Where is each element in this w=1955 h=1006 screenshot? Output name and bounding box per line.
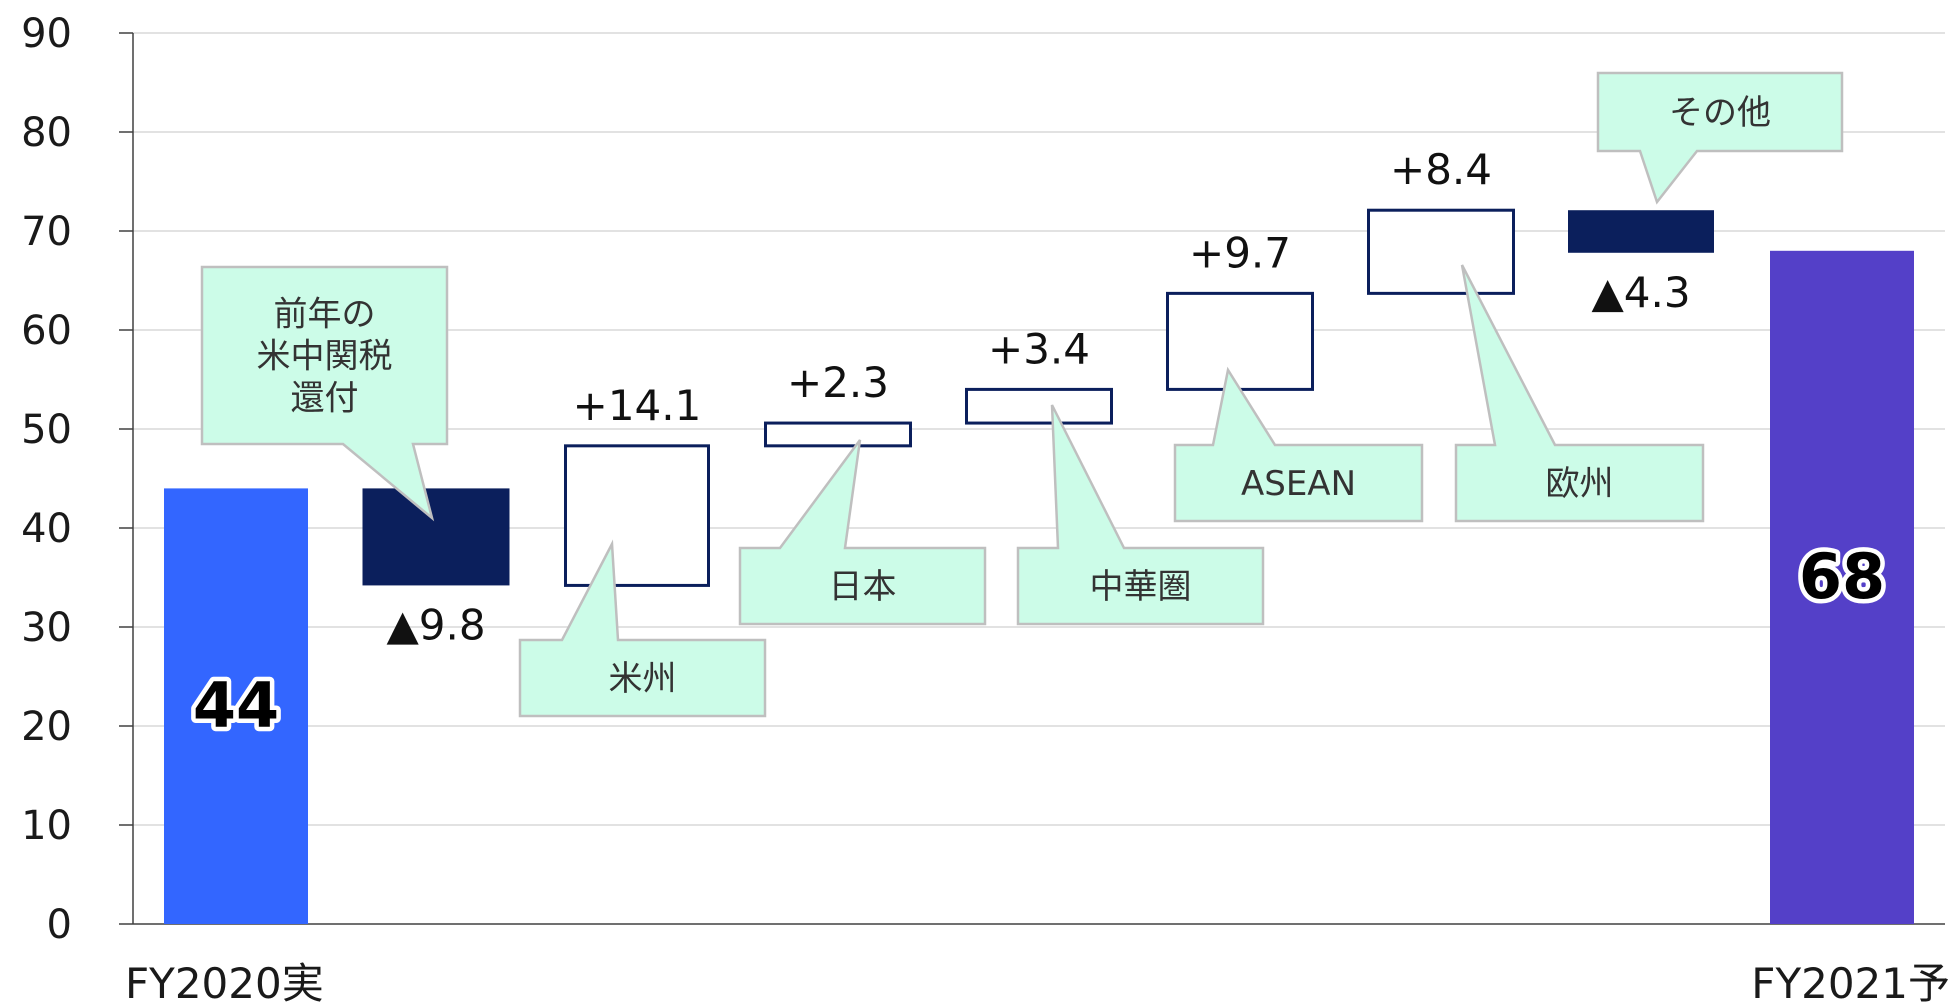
callout-label: 米中関税 [257,337,393,377]
bar-total-start [164,488,308,924]
callout-bubble [1454,264,1705,523]
callout-bubble [1596,71,1844,205]
callout-bubble [518,539,767,718]
y-tick-label: 20 [21,704,72,750]
callout-label: 日本 [829,567,897,607]
decrease-value-label: ▲9.8 [386,600,485,649]
y-tick-label: 0 [47,902,72,948]
callout-label: その他 [1669,93,1771,133]
callout-label: ASEAN [1241,464,1356,504]
x-axis: FY2020実 FY2021予 [125,959,1950,1006]
bar-decrease [1568,210,1714,253]
bar-decrease [362,488,510,586]
y-tick-label: 90 [21,11,72,57]
increase-value-label: +9.7 [1189,228,1291,277]
callout-bubble [1173,366,1424,523]
decrease-value-label: ▲4.3 [1591,268,1690,317]
y-tick-label: 70 [21,209,72,255]
y-axis: 0 10 20 30 40 50 60 70 80 90 [21,11,1945,948]
increase-value-label: +14.1 [573,381,702,430]
bar-increase [965,387,1113,425]
bars [164,208,1914,925]
increase-value-label: +3.4 [988,324,1090,373]
y-tick-label: 30 [21,605,72,651]
bar-increase [764,421,912,448]
bar-increase [564,444,710,587]
callout-label: 前年の [274,295,376,335]
bar-total-end [1770,250,1914,925]
x-axis-label-start: FY2020実 [125,959,324,1006]
callout-bubble [200,265,449,522]
callout-label: 米州 [609,659,677,699]
callout-bubble [1016,404,1265,626]
data-labels: 44 ▲9.8 +14.1 +2.3 +3.4 +9.7 +8.4 ▲4.3 68 [188,145,1889,746]
total-value-label: 44 [193,669,279,742]
x-axis-label-end: FY2021予 [1751,959,1950,1006]
y-tick-label: 50 [21,407,72,453]
increase-value-label: +2.3 [787,358,889,407]
y-tick-label: 60 [21,308,72,354]
bar-increase [1166,291,1314,391]
callout-label: 還付 [291,379,359,419]
y-tick-label: 80 [21,110,72,156]
callout-bubble [738,439,987,626]
callout-label: 欧州 [1546,464,1614,504]
bar-increase [1367,208,1515,295]
increase-value-label: +8.4 [1390,145,1492,194]
y-tick-label: 40 [21,506,72,552]
total-value-label: 68 [1799,540,1885,613]
y-tick-label: 10 [21,803,72,849]
callout-label: 中華圏 [1090,567,1192,607]
